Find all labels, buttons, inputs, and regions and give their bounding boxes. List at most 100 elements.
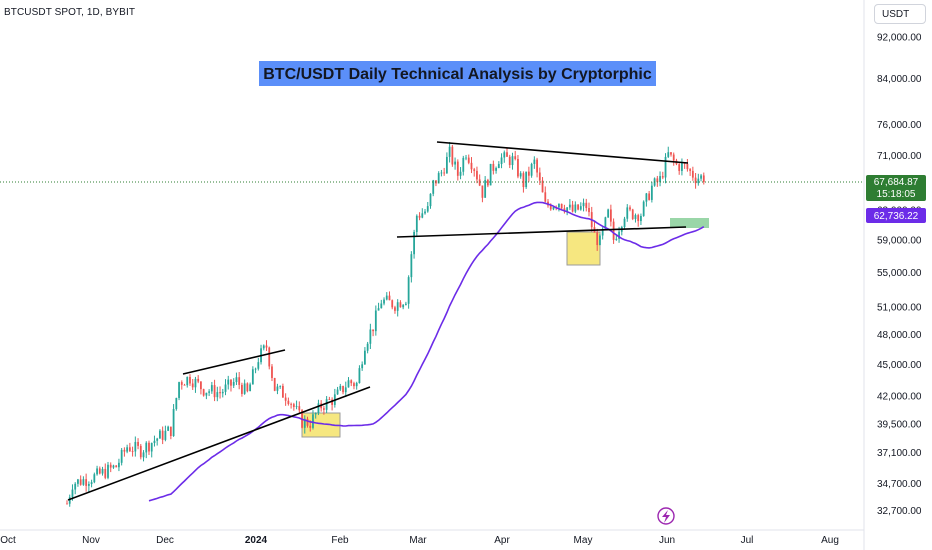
candle-body <box>484 179 487 198</box>
candle-body <box>93 474 96 483</box>
candle-body <box>571 204 574 212</box>
candle-body <box>612 221 615 240</box>
candle-body <box>180 382 183 385</box>
candle-body <box>167 426 170 431</box>
y-tick-label: 37,100.00 <box>877 448 922 459</box>
candle-body <box>538 172 541 181</box>
x-tick-label: Jul <box>741 535 754 546</box>
candle-body <box>497 164 500 169</box>
candle-body <box>481 185 484 198</box>
candle-body <box>112 465 115 468</box>
candle-body <box>525 171 528 188</box>
candle-body <box>77 479 79 484</box>
candle-body <box>213 385 216 398</box>
x-tick-label: 2024 <box>245 535 268 546</box>
candle-body <box>153 440 156 444</box>
currency-button[interactable]: USDT <box>874 4 926 24</box>
candle-body <box>410 254 413 278</box>
candle-body <box>577 204 579 210</box>
candle-body <box>454 161 456 165</box>
candle-body <box>626 207 629 219</box>
candle-body <box>645 193 648 202</box>
y-tick-label: 71,000.00 <box>877 151 922 162</box>
support-retest-box <box>566 231 601 266</box>
candle-body <box>85 479 88 486</box>
candle-body <box>219 392 221 394</box>
candle-body <box>150 443 153 452</box>
candle-body <box>361 364 364 369</box>
candle-body <box>172 409 175 437</box>
candle-body <box>522 173 525 188</box>
y-tick-label: 32,700.00 <box>877 506 922 517</box>
candle-body <box>82 479 85 485</box>
y-tick-label: 39,500.00 <box>877 420 922 431</box>
candle-body <box>241 384 243 394</box>
candle-body <box>276 386 279 391</box>
candle-body <box>424 211 426 214</box>
candle-body <box>388 295 391 301</box>
y-tick-label: 48,000.00 <box>877 330 922 341</box>
candle-body <box>254 368 257 370</box>
candle-body <box>462 157 465 172</box>
candle-body <box>656 178 659 183</box>
candle-body <box>391 300 394 308</box>
lightning-icon[interactable] <box>657 507 675 525</box>
candle-body <box>456 161 459 176</box>
candle-body <box>295 406 298 407</box>
candle-body <box>74 483 77 490</box>
candle-body <box>109 464 112 468</box>
candle-body <box>282 385 284 398</box>
candle-body <box>205 392 208 396</box>
candle-body <box>618 231 620 239</box>
candle-body <box>492 163 495 171</box>
candle-body <box>650 185 653 200</box>
candle-body <box>137 441 139 446</box>
y-tick-label: 45,000.00 <box>877 360 922 371</box>
candle-body <box>145 442 148 453</box>
candle-body <box>678 164 681 171</box>
candle-body <box>560 203 563 209</box>
candle-body <box>249 384 252 392</box>
candle-body <box>325 399 328 410</box>
candle-body <box>257 362 260 369</box>
candle-body <box>558 203 560 208</box>
candle-body <box>604 217 607 229</box>
candle-body <box>470 162 473 170</box>
candle-body <box>530 163 533 176</box>
triangle-upper-trendline <box>436 141 689 164</box>
candle-body <box>96 468 98 475</box>
candle-body <box>104 468 107 478</box>
candle-body <box>421 213 424 218</box>
candle-body <box>476 170 478 180</box>
candle-body <box>579 206 582 210</box>
candle-body <box>686 163 689 170</box>
candle-body <box>323 408 325 410</box>
candle-body <box>183 384 186 386</box>
candle-body <box>667 152 670 157</box>
candle-body <box>298 406 301 411</box>
candle-body <box>271 366 273 378</box>
candle-body <box>342 385 344 393</box>
candle-body <box>279 385 282 387</box>
candle-body <box>478 179 481 186</box>
candle-body <box>353 383 355 387</box>
candle-body <box>344 387 347 393</box>
candle-body <box>79 479 82 485</box>
candle-body <box>541 180 544 193</box>
candle-body <box>517 159 519 177</box>
candle-body <box>169 426 172 437</box>
y-tick-label: 55,000.00 <box>877 268 922 279</box>
candle-body <box>443 172 446 174</box>
candle-body <box>691 170 694 178</box>
triangle-lower-trendline <box>396 226 687 238</box>
candle-body <box>210 385 213 392</box>
candle-body <box>670 152 672 155</box>
candle-body <box>568 204 571 208</box>
ascending-trendline <box>67 386 371 501</box>
candle-body <box>601 228 604 236</box>
candle-body <box>681 163 683 171</box>
candle-body <box>186 376 189 386</box>
candle-body <box>292 404 295 407</box>
